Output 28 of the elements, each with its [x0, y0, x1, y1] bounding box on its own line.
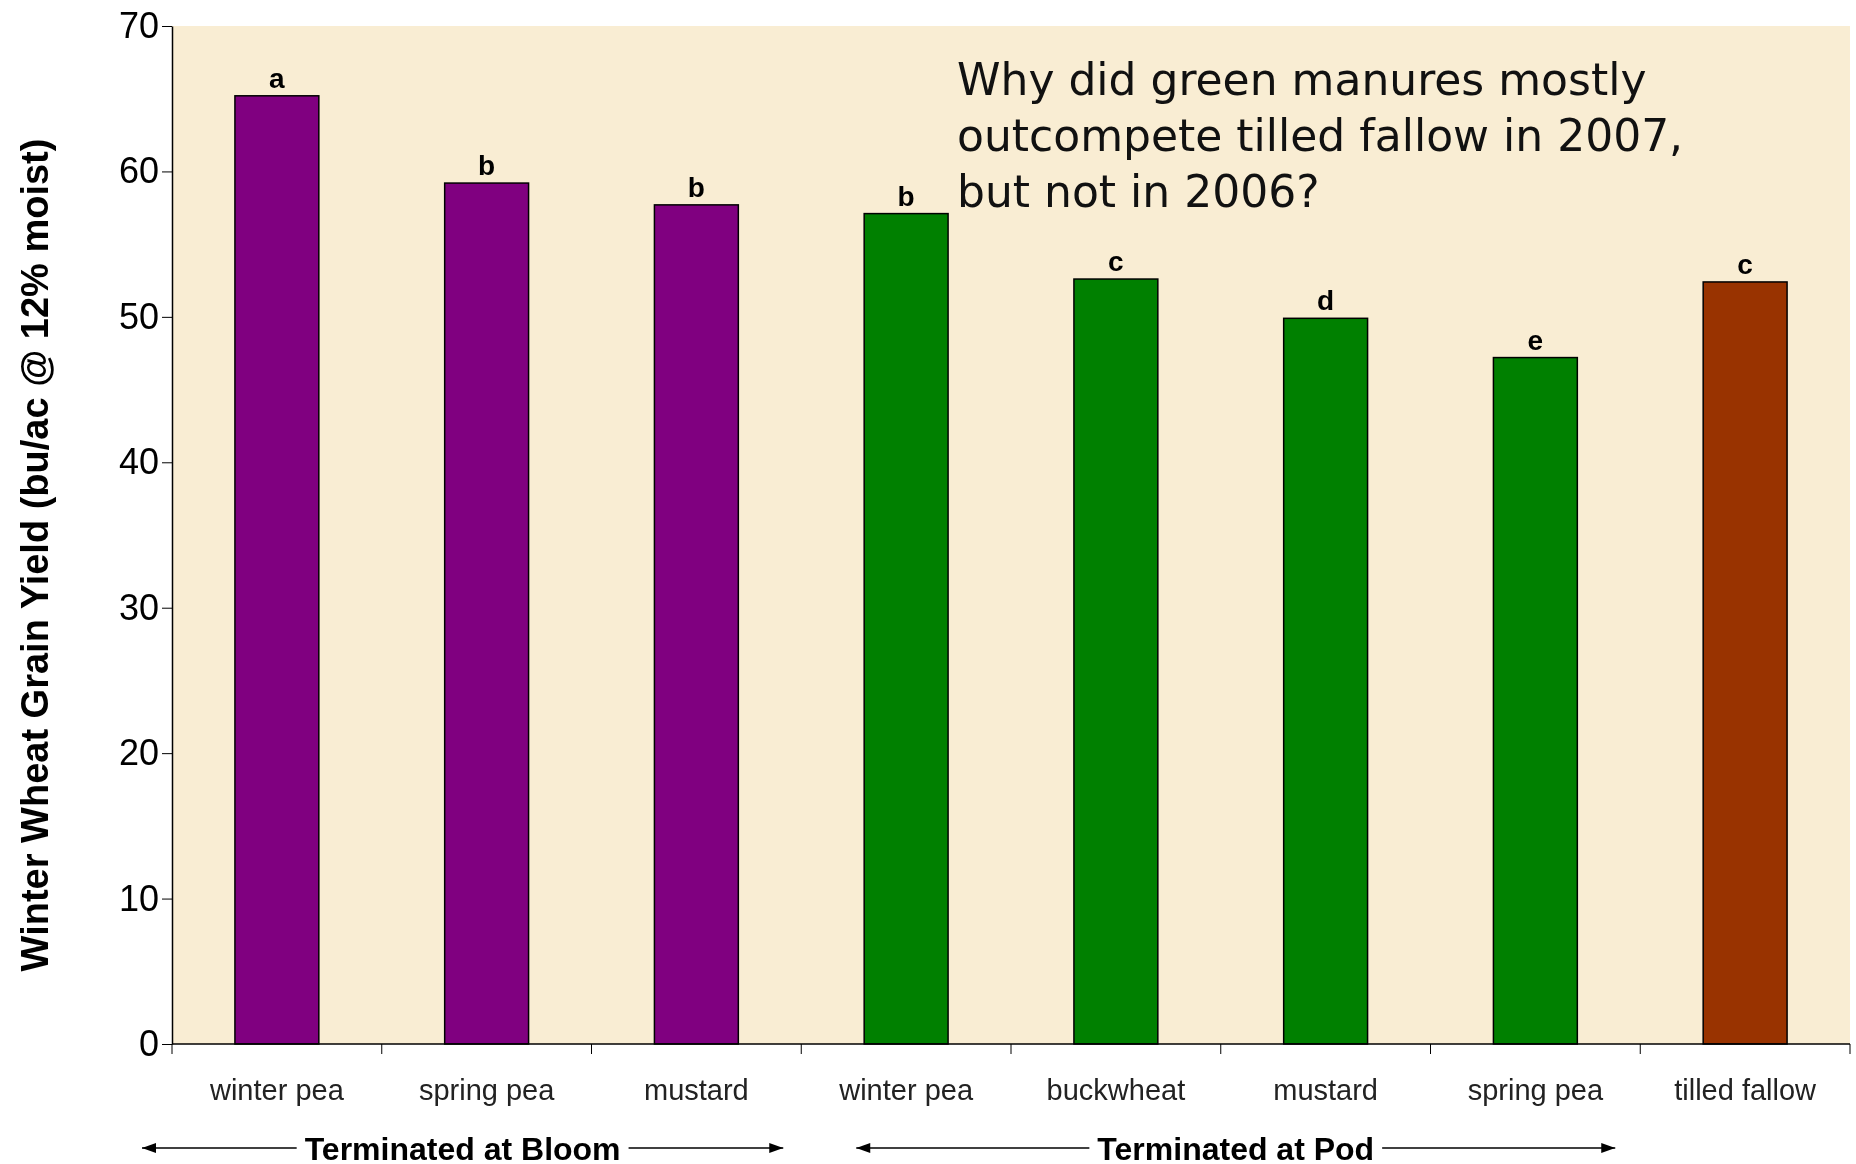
x-tick-label: mustard	[1273, 1074, 1379, 1106]
data-label: a	[269, 62, 286, 94]
data-label: e	[1527, 324, 1544, 356]
text: Terminated at Bloom	[304, 1131, 621, 1164]
data-label: b	[897, 180, 915, 212]
x-tick-label: winter pea	[208, 1074, 345, 1106]
x-tick-label: spring pea	[1467, 1074, 1604, 1106]
y-tick-label: 60	[118, 150, 159, 192]
x-tick-label: spring pea	[418, 1074, 556, 1106]
data-label: d	[1317, 285, 1335, 317]
text: Terminated at Pod	[1097, 1131, 1375, 1164]
y-tick-label: 40	[118, 441, 159, 483]
x-tick-label: mustard	[643, 1074, 749, 1106]
y-tick-label: 20	[118, 732, 159, 774]
y-tick-label: 0	[138, 1023, 159, 1065]
y-tick-label: 30	[118, 586, 159, 628]
y-tick-label: 70	[118, 5, 159, 47]
y-tick-label: 50	[118, 295, 159, 337]
data-label: b	[478, 150, 496, 182]
y-axis-title: Winter Wheat Grain Yield (bu/ac @ 12% moist)	[14, 138, 56, 972]
annotation: Why did green manures mostly outcompete tilled fallow in 2007, but not in 2006?	[957, 54, 1684, 217]
x-tick-label: tilled fallow	[1674, 1074, 1818, 1106]
data-label: b	[687, 171, 705, 203]
x-tick-label: winter pea	[838, 1074, 974, 1106]
data-label: c	[1108, 246, 1124, 278]
y-tick-label: 10	[118, 877, 159, 919]
x-tick-label: buckwheat	[1046, 1074, 1186, 1106]
data-label: c	[1737, 248, 1753, 280]
